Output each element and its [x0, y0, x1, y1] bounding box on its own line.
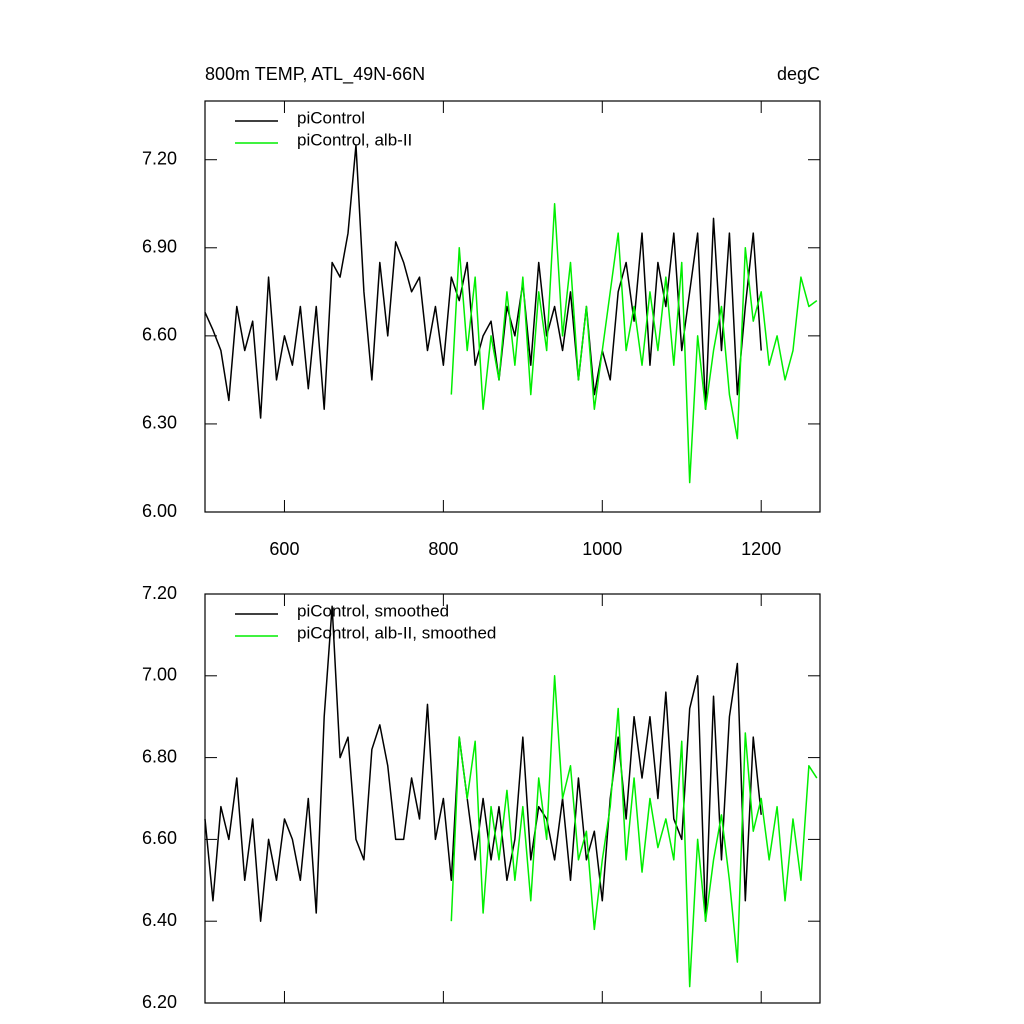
- series-line: [450, 203, 818, 484]
- y-tick-label: 6.20: [142, 992, 177, 1012]
- chart-title: 800m TEMP, ATL_49N-66N: [205, 64, 425, 85]
- x-tick-label: 1000: [582, 539, 622, 559]
- y-tick-label: 7.00: [142, 665, 177, 685]
- x-tick-label: 1200: [741, 539, 781, 559]
- series-line: [204, 144, 762, 419]
- y-tick-label: 6.30: [142, 413, 177, 433]
- y-tick-label: 6.90: [142, 237, 177, 257]
- units-label: degC: [777, 64, 820, 84]
- x-tick-label: 800: [428, 539, 458, 559]
- plot-frame: [204, 100, 821, 513]
- legend-label: piControl, alb-II: [297, 130, 412, 149]
- series-line: [204, 605, 762, 922]
- x-tick-label: 600: [269, 539, 299, 559]
- legend-label: piControl: [297, 108, 365, 127]
- y-tick-label: 7.20: [142, 148, 177, 168]
- y-tick-label: 6.40: [142, 910, 177, 930]
- y-tick-label: 6.60: [142, 828, 177, 848]
- legend-label: piControl, alb-II, smoothed: [297, 623, 496, 642]
- series-line: [450, 675, 818, 988]
- y-tick-label: 6.80: [142, 746, 177, 766]
- plot-frame: [204, 593, 821, 1004]
- y-tick-label: 7.20: [142, 583, 177, 603]
- y-tick-label: 6.00: [142, 501, 177, 521]
- y-tick-label: 6.60: [142, 325, 177, 345]
- legend-label: piControl, smoothed: [297, 601, 449, 620]
